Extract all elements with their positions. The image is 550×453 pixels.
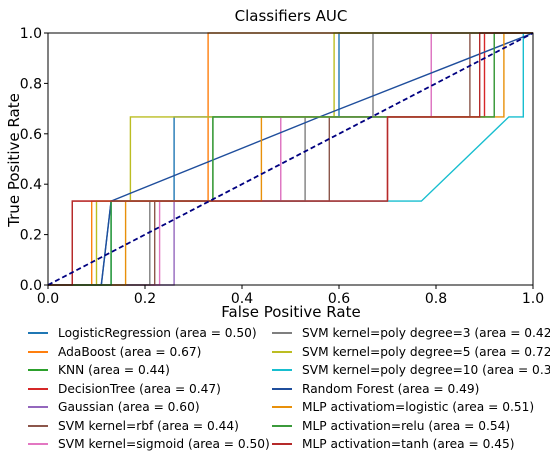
legend-label: KNN (area = 0.44) bbox=[58, 363, 170, 377]
legend-label: SVM kernel=rbf (area = 0.44) bbox=[58, 418, 239, 433]
legend-swatch bbox=[28, 332, 48, 334]
legend-label: SVM kernel=poly degree=3 (area = 0.42) bbox=[302, 326, 550, 340]
legend-label: SVM kernel=poly degree=5 (area = 0.72) bbox=[302, 344, 550, 359]
legend-swatch bbox=[272, 443, 292, 445]
legend-swatch bbox=[28, 350, 48, 353]
plot-area: 0.0 0.2 0.4 0.6 0.8 1.0 0.0 0.2 0.4 0.6 0.8 1.0 bbox=[20, 26, 544, 307]
x-tick-label: 0.8 bbox=[425, 291, 447, 307]
y-tick-label: 0.8 bbox=[20, 76, 42, 92]
legend-label: AdaBoost (area = 0.67) bbox=[58, 344, 202, 359]
x-tick-label: 0.2 bbox=[134, 291, 156, 307]
y-tick-label: 0.0 bbox=[20, 278, 42, 294]
legend-swatch bbox=[272, 350, 292, 353]
legend-label: SVM kernel=poly degree=10 (area = 0.34) bbox=[302, 363, 550, 377]
x-tick-label: 0.0 bbox=[37, 291, 59, 307]
roc-curve-series-12 bbox=[48, 32, 533, 286]
roc-curve-series-6 bbox=[48, 32, 533, 286]
plot-frame bbox=[47, 32, 534, 286]
roc-curve-series-8 bbox=[48, 32, 533, 286]
x-tick-label: 0.6 bbox=[328, 291, 350, 307]
chart-title: Classifiers AUC bbox=[235, 7, 348, 25]
legend-swatch bbox=[28, 406, 48, 408]
legend-label: LogisticRegression (area = 0.50) bbox=[58, 326, 257, 340]
legend-label: MLP activatiom=logistic (area = 0.51) bbox=[302, 400, 535, 414]
roc-curve-series-9 bbox=[48, 32, 533, 286]
legend-label: Random Forest (area = 0.49) bbox=[302, 381, 480, 396]
x-axis-label: False Positive Rate bbox=[221, 303, 360, 320]
y-tick-label: 0.6 bbox=[20, 127, 42, 143]
legend-label: Gaussian (area = 0.60) bbox=[58, 400, 200, 414]
legend-label: DecisionTree (area = 0.47) bbox=[58, 381, 221, 396]
x-tick-label: 1.0 bbox=[522, 291, 544, 307]
legend-label: MLP activation=relu (area = 0.54) bbox=[302, 418, 511, 433]
diagonal-reference-line bbox=[47, 32, 534, 286]
y-tick-label: 0.4 bbox=[20, 177, 42, 193]
x-tick-label: 0.4 bbox=[231, 291, 253, 307]
legend-swatch bbox=[272, 332, 292, 334]
legend-swatch bbox=[272, 369, 292, 371]
legend-swatch bbox=[28, 369, 48, 371]
legend-swatch bbox=[272, 387, 292, 390]
y-tick-label: 1.0 bbox=[20, 26, 42, 42]
y-tick-label: 0.2 bbox=[20, 228, 42, 244]
legend-swatch bbox=[272, 424, 292, 427]
roc-curve-series-7 bbox=[48, 32, 533, 286]
roc-curve-series-14 bbox=[48, 32, 533, 286]
legend-label: MLP activation=tanh (area = 0.45) bbox=[302, 437, 515, 451]
legend-label: SVM kernel=sigmoid (area = 0.50) bbox=[58, 437, 270, 451]
legend-swatch bbox=[28, 424, 48, 427]
roc-curve-series-13 bbox=[48, 32, 533, 286]
legend-swatch bbox=[28, 387, 48, 390]
y-axis-label: True Positive Rate bbox=[5, 93, 23, 228]
legend-swatch bbox=[272, 406, 292, 408]
legend-swatch bbox=[28, 443, 48, 445]
roc-chart: Classifiers AUC 0.0 0.2 0.4 0.6 0.8 1.0 0.0 0.2… bbox=[5, 7, 544, 320]
